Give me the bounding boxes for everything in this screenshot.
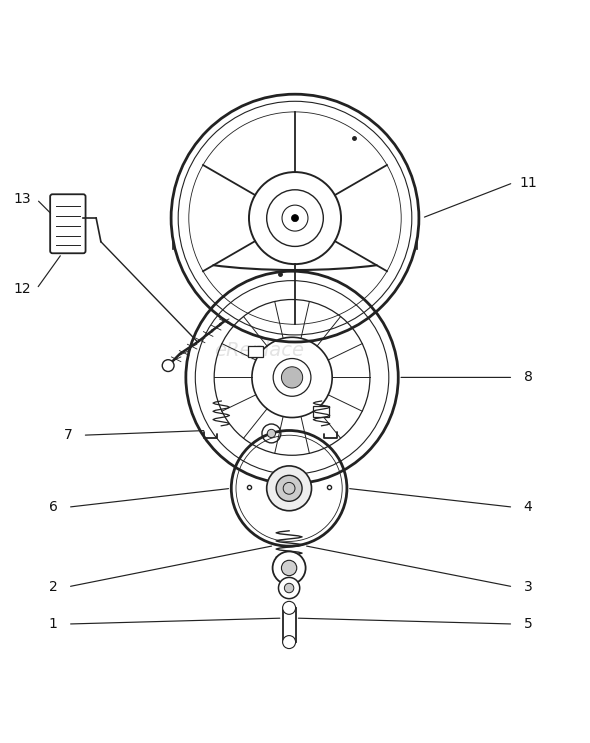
Text: 5: 5 [524, 617, 532, 631]
Circle shape [283, 635, 296, 649]
Bar [313, 406, 329, 417]
Circle shape [283, 601, 296, 614]
Text: 6: 6 [48, 500, 58, 514]
Circle shape [281, 367, 303, 388]
Bar [248, 346, 263, 357]
Text: 1: 1 [48, 617, 58, 631]
Circle shape [284, 583, 294, 593]
Text: 3: 3 [524, 580, 532, 594]
Circle shape [162, 360, 174, 372]
Text: 2: 2 [49, 580, 57, 594]
Text: 7: 7 [64, 428, 72, 442]
Text: 8: 8 [523, 371, 533, 384]
Circle shape [276, 476, 302, 502]
Circle shape [273, 551, 306, 585]
Text: eReplace: eReplace [215, 341, 304, 360]
Circle shape [267, 466, 312, 510]
Text: 11: 11 [519, 175, 537, 189]
Text: 13: 13 [14, 192, 31, 207]
Text: 4: 4 [524, 500, 532, 514]
Circle shape [278, 577, 300, 599]
Text: 12: 12 [14, 282, 31, 296]
Bar [283, 608, 296, 642]
FancyBboxPatch shape [50, 194, 86, 253]
Circle shape [291, 215, 299, 221]
Circle shape [267, 429, 276, 438]
Circle shape [281, 560, 297, 576]
